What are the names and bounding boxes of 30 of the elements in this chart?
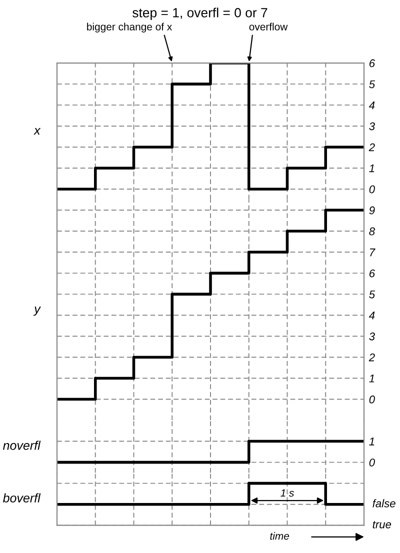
text: false bbox=[372, 499, 396, 508]
annotation: 1 s bbox=[280, 489, 294, 497]
text: overflow bbox=[249, 22, 288, 30]
y-tick-label: 3 bbox=[369, 332, 375, 340]
y-tick-label: 5 bbox=[369, 80, 376, 88]
y-tick-label: 2 bbox=[368, 143, 375, 152]
y-tick-label: 8 bbox=[369, 227, 375, 236]
y-tick-label: 1 bbox=[369, 374, 374, 382]
y-tick-label: 4 bbox=[368, 101, 375, 110]
y-tick-label: 0 bbox=[369, 458, 375, 466]
text: time bbox=[270, 532, 290, 540]
y-tick-label: 2 bbox=[368, 354, 375, 362]
y-tick-label: 4 bbox=[368, 312, 375, 320]
y-tick-label: 0 bbox=[369, 185, 375, 194]
chart-title: step = 1, overfl = 0 or 7 bbox=[132, 8, 268, 20]
text: true bbox=[372, 521, 392, 528]
y-tick-label: 1 bbox=[369, 438, 374, 446]
y-axis-title: y bbox=[33, 306, 41, 316]
y-axis-title: x bbox=[34, 128, 41, 135]
y-axis-title: boverfl bbox=[2, 493, 41, 502]
y-tick-label: 6 bbox=[369, 59, 376, 68]
y-tick-label: 6 bbox=[369, 269, 376, 278]
y-tick-label: 5 bbox=[369, 290, 376, 298]
y-tick-label: 1 bbox=[369, 164, 374, 172]
y-axis-title: noverfl bbox=[3, 440, 41, 450]
text: bigger change of x bbox=[87, 22, 172, 32]
y-tick-label: 7 bbox=[370, 248, 376, 256]
y-tick-label: 3 bbox=[369, 122, 375, 130]
y-tick-label: 9 bbox=[369, 206, 375, 214]
y-tick-label: 0 bbox=[369, 396, 375, 404]
